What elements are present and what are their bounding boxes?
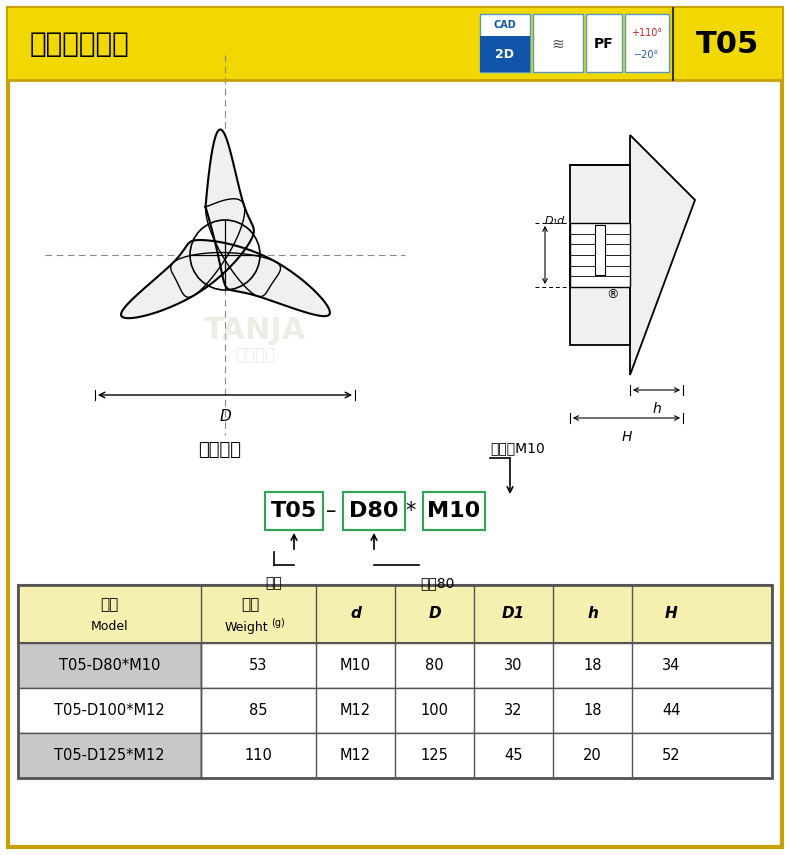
Text: 80: 80: [425, 658, 444, 673]
Text: 18: 18: [583, 703, 602, 718]
Text: 20: 20: [583, 748, 602, 763]
Text: 型号: 型号: [100, 598, 118, 612]
Text: −20°: −20°: [634, 50, 660, 60]
Text: d: d: [350, 606, 361, 622]
Text: 100: 100: [420, 703, 449, 718]
Text: H: H: [665, 606, 678, 622]
Text: 2D: 2D: [495, 48, 514, 61]
Text: ®: ®: [606, 288, 619, 302]
Text: D: D: [428, 606, 441, 622]
Text: 125: 125: [420, 748, 449, 763]
Text: D1: D1: [502, 606, 525, 622]
Polygon shape: [121, 129, 330, 318]
Bar: [201, 733, 772, 778]
Bar: [8, 8, 782, 80]
Text: M12: M12: [340, 748, 371, 763]
Bar: [570, 165, 630, 345]
Bar: [423, 492, 485, 530]
Text: T05-D125*M12: T05-D125*M12: [55, 748, 165, 763]
Bar: [201, 643, 772, 688]
Text: 32: 32: [504, 703, 523, 718]
Text: CAD: CAD: [494, 20, 517, 30]
Bar: [18, 585, 772, 643]
Text: 44: 44: [662, 703, 681, 718]
Bar: [533, 14, 583, 72]
Text: PF: PF: [594, 37, 614, 51]
Text: 85: 85: [250, 703, 268, 718]
Bar: [265, 492, 323, 530]
Text: 型号: 型号: [265, 576, 282, 590]
Text: 天甲工业: 天甲工业: [235, 346, 275, 364]
Bar: [18, 643, 201, 688]
Bar: [18, 733, 201, 778]
Text: D: D: [219, 409, 231, 424]
Text: 110: 110: [245, 748, 273, 763]
Text: T05-D80*M10: T05-D80*M10: [58, 658, 160, 673]
Text: *: *: [406, 501, 416, 521]
Text: 外径80: 外径80: [420, 576, 454, 590]
Text: T05-D100*M12: T05-D100*M12: [55, 703, 165, 718]
Text: T05: T05: [695, 30, 758, 58]
Text: 18: 18: [583, 658, 602, 673]
Text: 内螺纹M10: 内螺纹M10: [490, 441, 545, 455]
Bar: [586, 14, 622, 72]
Bar: [343, 492, 405, 530]
Text: 型号例：: 型号例：: [198, 441, 241, 459]
Bar: [625, 14, 669, 72]
Text: 53: 53: [250, 658, 268, 673]
Text: TANJA: TANJA: [204, 315, 307, 345]
Text: (g): (g): [272, 618, 285, 628]
Text: 三角箭形把手: 三角箭形把手: [30, 30, 130, 58]
Text: ≋: ≋: [551, 37, 564, 51]
Text: +110°: +110°: [631, 28, 663, 38]
Text: 30: 30: [504, 658, 523, 673]
Text: D80: D80: [349, 501, 399, 521]
Bar: [595, 225, 605, 275]
Text: Model: Model: [91, 621, 128, 634]
Text: M12: M12: [340, 703, 371, 718]
Text: M10: M10: [340, 658, 371, 673]
Text: M10: M10: [427, 501, 480, 521]
Text: 52: 52: [662, 748, 681, 763]
Text: Weight: Weight: [224, 621, 269, 634]
Bar: [480, 36, 530, 72]
Text: H: H: [621, 430, 632, 444]
Text: h: h: [587, 606, 598, 622]
Text: D₁d: D₁d: [545, 216, 565, 226]
Bar: [18, 585, 772, 778]
Text: 34: 34: [662, 658, 681, 673]
Text: 重量: 重量: [242, 598, 260, 612]
Polygon shape: [630, 135, 695, 375]
Text: T05: T05: [271, 501, 317, 521]
Text: h: h: [652, 402, 661, 416]
Bar: [480, 14, 530, 72]
Text: 45: 45: [504, 748, 523, 763]
Bar: [570, 223, 630, 287]
Bar: [18, 688, 201, 733]
Text: –: –: [325, 501, 337, 521]
Bar: [201, 688, 772, 733]
